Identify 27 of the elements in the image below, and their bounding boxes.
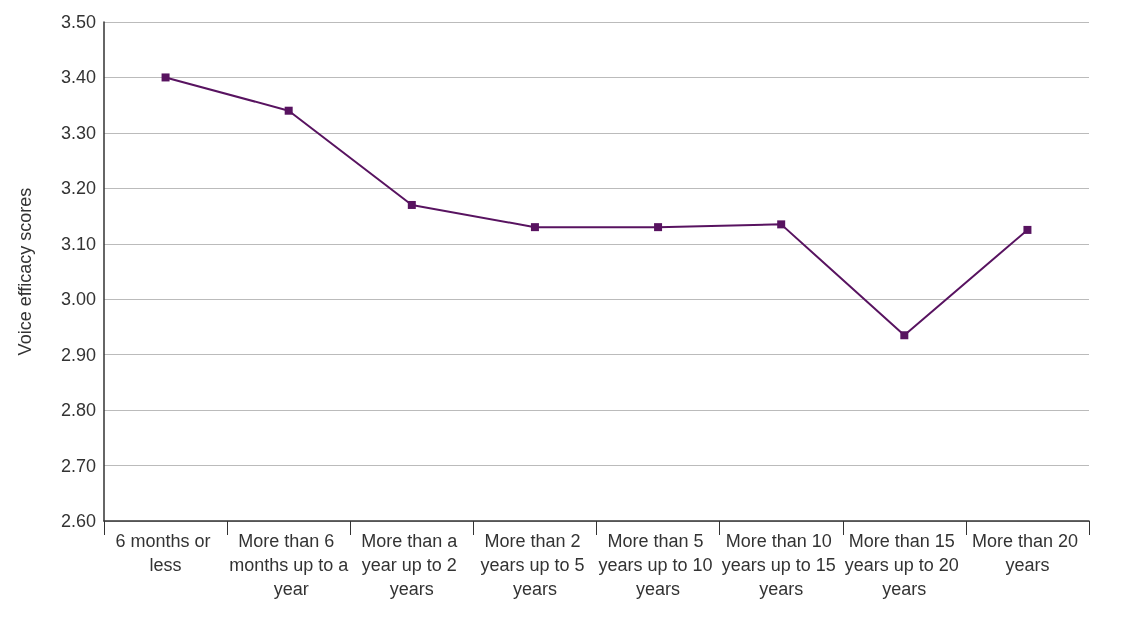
point: [777, 220, 786, 229]
y-axis-title: Voice efficacy scores: [15, 187, 35, 356]
y-tick-label: 3.40: [60, 67, 96, 88]
x-tick-label: More than 5 years up to 10 years: [598, 531, 718, 599]
y-tick-label: 2.60: [60, 511, 96, 531]
point: [1023, 225, 1032, 234]
x-tick-label: More than 2 years up to 5 years: [480, 531, 590, 599]
y-tick-label: 3.20: [60, 178, 96, 199]
point: [284, 106, 293, 115]
y-tick-label: 3.00: [60, 289, 96, 310]
point: [654, 223, 663, 232]
x-tick-label: More than 15 years up to 20 years: [844, 531, 964, 599]
x-tick-label: More than 6 months up to a year: [229, 531, 350, 599]
x-tick-label: More than 10 years up to 15 years: [721, 531, 841, 599]
y-tick-label: 3.30: [60, 122, 96, 143]
x-tick-label: More than 20 years: [971, 531, 1083, 575]
x-tick-label: 6 months or less: [115, 531, 216, 575]
y-tick-label: 2.70: [60, 455, 96, 476]
y-tick-label: 3.10: [60, 233, 96, 254]
y-tick-label: 3.50: [60, 12, 96, 32]
y-tick-label: 2.80: [60, 400, 96, 421]
point: [900, 331, 909, 340]
point: [161, 73, 170, 82]
point: [407, 200, 416, 209]
x-tick-label: More than a year up to 2 years: [361, 531, 463, 599]
point: [530, 223, 539, 232]
y-tick-label: 2.90: [60, 344, 96, 365]
